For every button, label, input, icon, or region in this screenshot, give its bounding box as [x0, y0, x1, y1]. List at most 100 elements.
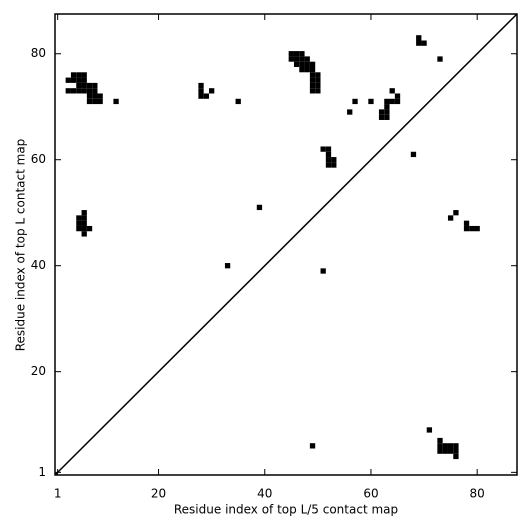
contact-cell	[309, 82, 316, 89]
contact-cell	[384, 114, 390, 120]
contact-cell	[469, 225, 475, 232]
contact-cell	[394, 98, 401, 105]
contact-cell	[453, 443, 459, 449]
contact-cell	[325, 146, 332, 152]
contact-cell	[76, 77, 82, 83]
contact-cell	[384, 109, 390, 115]
contact-cell	[389, 98, 395, 105]
contact-cell	[453, 210, 459, 216]
contact-cell	[92, 93, 98, 99]
y-tick-label: 20	[31, 364, 46, 378]
contact-cell	[81, 210, 87, 216]
y-tick-label: 80	[31, 46, 46, 60]
contact-cell	[97, 98, 103, 105]
contact-cell	[293, 56, 300, 62]
contact-cell	[203, 93, 209, 99]
contact-cell	[368, 98, 374, 105]
contact-cell	[463, 225, 470, 232]
contact-cell	[299, 61, 305, 67]
y-axis-label: Residue index of top L contact map	[14, 139, 28, 352]
contact-cell	[70, 72, 77, 78]
contact-cell	[442, 443, 448, 449]
contact-cell	[453, 448, 459, 454]
contact-cell	[224, 263, 231, 269]
contact-cell	[256, 204, 263, 211]
contact-cell	[320, 146, 326, 152]
contact-cell	[209, 88, 215, 94]
contact-cell	[299, 51, 305, 57]
contact-cell	[86, 98, 93, 105]
x-tick-label: 20	[151, 487, 166, 501]
contact-cell	[65, 77, 71, 83]
contact-cell	[304, 56, 310, 62]
contact-cell	[309, 66, 316, 73]
contact-cell	[198, 82, 204, 89]
contact-cell	[437, 443, 443, 449]
x-tick-label: 40	[257, 487, 272, 501]
contact-cell	[437, 437, 443, 444]
x-tick-label: 1	[54, 487, 62, 501]
y-tick-label: 1	[38, 465, 46, 479]
contact-cell	[331, 162, 337, 168]
contact-cell	[416, 35, 422, 41]
x-tick-label: 60	[363, 487, 378, 501]
contact-cell	[447, 443, 454, 449]
contact-cell	[421, 40, 427, 46]
contact-cell	[426, 427, 433, 433]
contact-cell	[304, 66, 310, 73]
contact-cell	[293, 61, 300, 67]
y-tick-label: 60	[31, 152, 46, 166]
contact-cell	[86, 93, 93, 99]
contact-cell	[86, 88, 93, 94]
contact-cell	[76, 88, 82, 94]
contact-cell	[352, 98, 358, 105]
contact-cell	[315, 77, 321, 83]
contact-cell	[113, 98, 119, 105]
contact-cell	[309, 61, 316, 67]
contact-cell	[325, 162, 332, 168]
contact-cell	[384, 104, 390, 110]
contact-cell	[453, 453, 459, 460]
contact-cell	[81, 215, 87, 221]
contact-cell	[442, 448, 448, 454]
contact-cell	[288, 51, 294, 57]
contact-cell	[81, 77, 87, 83]
contact-cell	[331, 157, 337, 163]
contact-cell	[86, 225, 93, 232]
contact-cell	[299, 56, 305, 62]
contact-cell	[76, 225, 82, 232]
contact-cell	[309, 88, 316, 94]
contact-cell	[474, 225, 480, 232]
contact-cell	[76, 82, 82, 89]
contact-cell	[76, 220, 82, 226]
contact-cell	[416, 40, 422, 46]
contact-cell	[288, 56, 294, 62]
contact-cell	[389, 88, 395, 94]
contact-cell	[81, 225, 87, 232]
contact-cell	[304, 61, 310, 67]
contact-cell	[76, 215, 82, 221]
contact-cell	[309, 443, 316, 449]
contact-cell	[378, 109, 385, 115]
contact-cell	[384, 98, 390, 105]
contact-cell	[81, 88, 87, 94]
contact-cell	[309, 72, 316, 78]
contact-cell	[70, 77, 77, 83]
contact-cell	[76, 72, 82, 78]
x-axis-label: Residue index of top L/5 contact map	[174, 503, 398, 517]
contact-cell	[325, 157, 332, 163]
contact-cell	[315, 72, 321, 78]
contact-cell	[70, 88, 77, 94]
contact-cell	[97, 93, 103, 99]
contact-cell	[315, 82, 321, 89]
contact-cell	[92, 82, 98, 89]
contact-cell	[309, 77, 316, 83]
contact-cell	[320, 268, 326, 274]
contact-cell	[315, 88, 321, 94]
contact-cell	[293, 51, 300, 57]
contact-cell	[447, 448, 454, 454]
contact-cell	[81, 82, 87, 89]
contact-cell	[81, 231, 87, 237]
contact-cell	[463, 220, 470, 226]
